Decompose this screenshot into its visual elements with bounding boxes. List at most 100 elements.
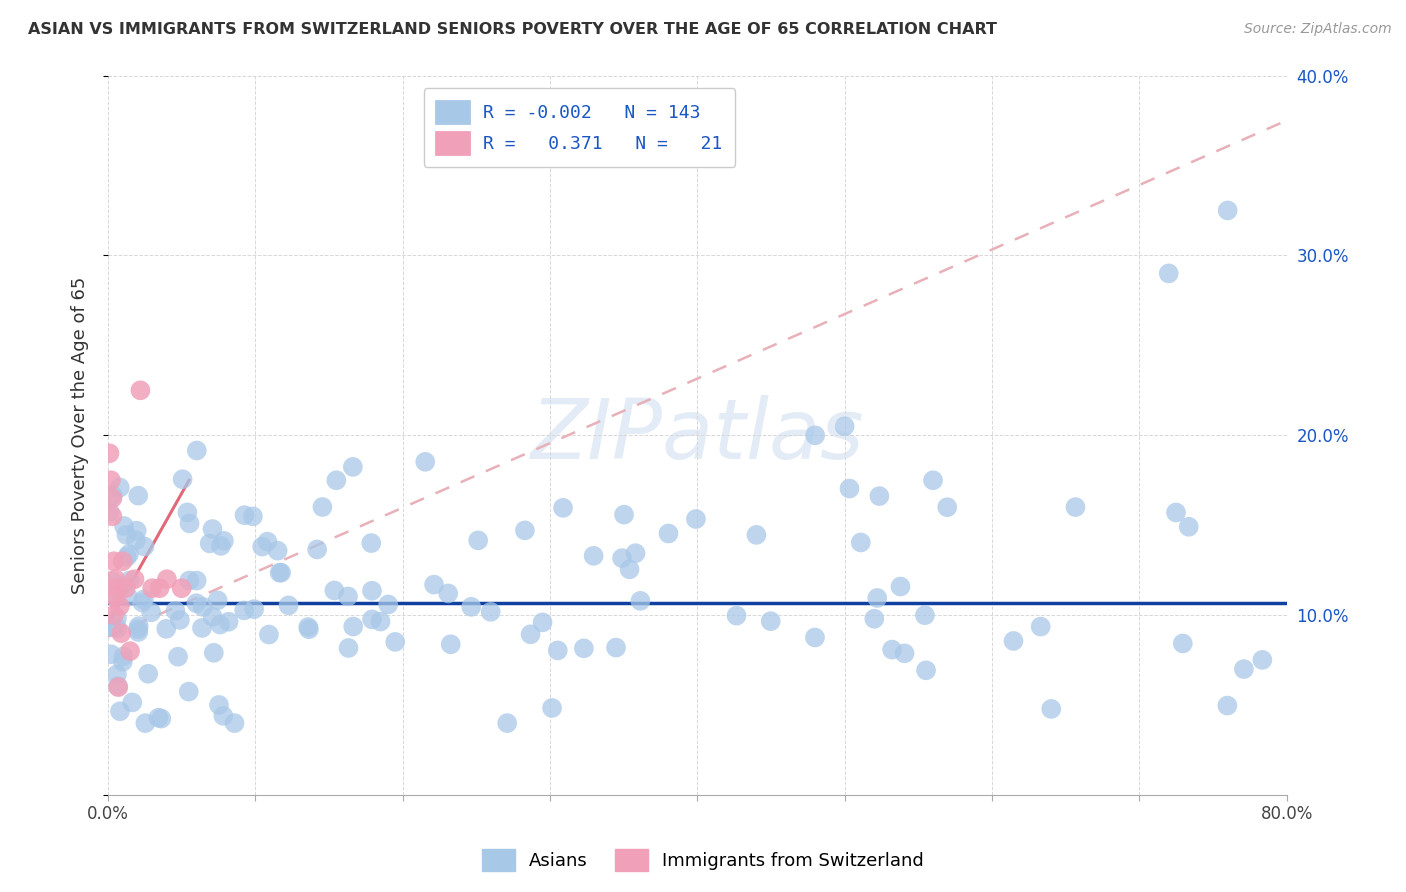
Point bbox=[243, 602, 266, 616]
Point bbox=[129, 384, 152, 398]
Point bbox=[685, 512, 707, 526]
Point bbox=[98, 505, 121, 519]
Point bbox=[111, 655, 134, 669]
Point bbox=[868, 489, 890, 503]
Point bbox=[619, 562, 641, 576]
Text: ZIPatlas: ZIPatlas bbox=[530, 395, 865, 475]
Point bbox=[127, 489, 149, 503]
Point bbox=[150, 712, 173, 726]
Point bbox=[108, 481, 131, 495]
Point bbox=[191, 621, 214, 635]
Point bbox=[582, 549, 605, 563]
Point bbox=[103, 590, 125, 604]
Point bbox=[866, 591, 889, 605]
Point bbox=[156, 572, 179, 586]
Point bbox=[605, 640, 627, 655]
Point bbox=[547, 643, 569, 657]
Point bbox=[628, 594, 651, 608]
Point bbox=[242, 509, 264, 524]
Point bbox=[277, 599, 299, 613]
Point bbox=[104, 572, 127, 586]
Y-axis label: Seniors Poverty Over the Age of 65: Seniors Poverty Over the Age of 65 bbox=[72, 277, 89, 594]
Point bbox=[1177, 520, 1199, 534]
Point bbox=[186, 574, 208, 588]
Point bbox=[804, 428, 827, 442]
Point bbox=[165, 604, 187, 618]
Point bbox=[105, 581, 128, 595]
Point bbox=[104, 590, 127, 604]
Point bbox=[613, 508, 636, 522]
Point bbox=[849, 535, 872, 549]
Point bbox=[657, 526, 679, 541]
Point bbox=[233, 603, 256, 617]
Point bbox=[1216, 698, 1239, 713]
Point bbox=[108, 704, 131, 718]
Point bbox=[1164, 506, 1187, 520]
Point bbox=[519, 627, 541, 641]
Point bbox=[413, 455, 436, 469]
Point bbox=[572, 641, 595, 656]
Point bbox=[337, 640, 360, 655]
Point bbox=[112, 649, 135, 664]
Point bbox=[212, 709, 235, 723]
Point bbox=[134, 540, 156, 554]
Point bbox=[725, 608, 748, 623]
Point bbox=[610, 551, 633, 566]
Point bbox=[172, 472, 194, 486]
Point bbox=[880, 642, 903, 657]
Point bbox=[120, 644, 142, 658]
Point bbox=[266, 543, 288, 558]
Point bbox=[201, 522, 224, 536]
Point bbox=[209, 617, 232, 632]
Point bbox=[745, 528, 768, 542]
Point bbox=[209, 539, 232, 553]
Point bbox=[297, 620, 319, 634]
Point bbox=[124, 572, 146, 586]
Point bbox=[127, 622, 149, 636]
Point bbox=[105, 611, 128, 625]
Point bbox=[804, 631, 827, 645]
Point bbox=[915, 663, 938, 677]
Point bbox=[179, 574, 201, 588]
Point bbox=[256, 534, 278, 549]
Point bbox=[342, 459, 364, 474]
Text: Source: ZipAtlas.com: Source: ZipAtlas.com bbox=[1244, 22, 1392, 37]
Point bbox=[311, 500, 333, 514]
Point bbox=[838, 482, 860, 496]
Legend: Asians, Immigrants from Switzerland: Asians, Immigrants from Switzerland bbox=[475, 842, 931, 879]
Point bbox=[467, 533, 489, 548]
Point bbox=[889, 580, 911, 594]
Point bbox=[270, 566, 292, 580]
Point bbox=[1216, 203, 1239, 218]
Point bbox=[141, 605, 163, 619]
Point bbox=[541, 701, 564, 715]
Point bbox=[212, 533, 235, 548]
Point bbox=[437, 586, 460, 600]
Point bbox=[110, 626, 132, 640]
Point bbox=[218, 615, 240, 629]
Point bbox=[1002, 634, 1025, 648]
Point bbox=[207, 593, 229, 607]
Point bbox=[101, 491, 124, 506]
Point bbox=[863, 612, 886, 626]
Point bbox=[101, 620, 124, 634]
Point bbox=[167, 649, 190, 664]
Point bbox=[298, 622, 321, 636]
Point bbox=[103, 554, 125, 568]
Point bbox=[131, 595, 153, 609]
Point bbox=[125, 524, 148, 538]
Point bbox=[105, 621, 128, 635]
Point bbox=[101, 574, 124, 589]
Point bbox=[107, 680, 129, 694]
Point bbox=[170, 581, 193, 595]
Point bbox=[551, 500, 574, 515]
Point bbox=[531, 615, 554, 630]
Point bbox=[922, 473, 945, 487]
Point bbox=[224, 716, 246, 731]
Point bbox=[114, 581, 136, 595]
Point bbox=[208, 698, 231, 712]
Point bbox=[1157, 266, 1180, 280]
Point bbox=[1251, 653, 1274, 667]
Point bbox=[269, 566, 291, 580]
Point bbox=[342, 619, 364, 633]
